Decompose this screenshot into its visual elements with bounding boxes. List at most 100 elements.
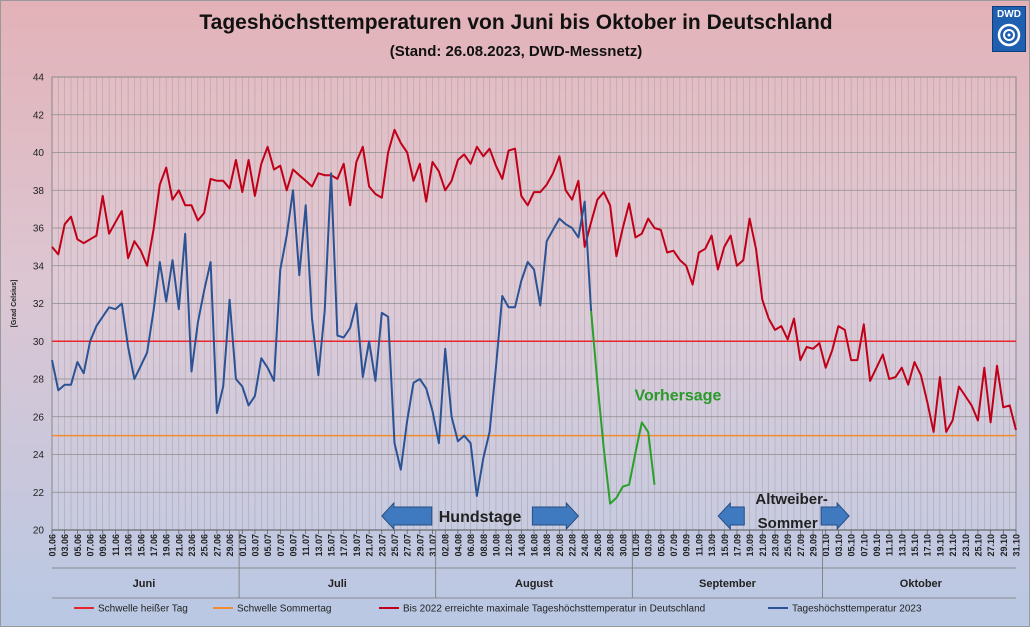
x-tick-label: 20.08 [555,534,565,557]
right-arrow-icon [531,501,580,531]
x-tick-label: 07.09 [669,534,679,557]
x-tick-label: 06.08 [466,534,476,557]
series-line-1 [51,172,593,497]
x-tick-label: 23.07 [377,534,387,557]
x-tick-label: 25.10 [973,534,983,557]
series-line-2 [590,310,656,505]
x-tick-label: 01.07 [238,534,248,557]
x-tick-label: 17.09 [732,534,742,557]
altweiber-label-line2: Sommer [758,515,818,532]
y-tick-label: 40 [33,148,45,159]
x-tick-label: 07.07 [276,534,286,557]
x-tick-label: 31.07 [428,534,438,557]
month-label: September [699,578,757,590]
y-tick-label: 24 [33,450,45,461]
x-tick-label: 11.10 [885,534,895,556]
y-tick-label: 34 [33,261,45,272]
x-tick-label: 05.07 [263,534,273,557]
x-tick-label: 21.10 [948,534,958,557]
x-tick-label: 23.10 [961,534,971,557]
x-tick-label: 13.06 [124,534,134,557]
x-tick-label: 25.09 [783,534,793,557]
x-tick-label: 09.10 [872,534,882,557]
x-tick-label: 13.07 [314,534,324,557]
x-tick-label: 10.08 [491,534,501,557]
y-tick-label: 42 [33,110,45,121]
legend-item: Tageshöchsttemperatur 2023 [792,604,922,615]
x-tick-label: 24.08 [580,534,590,557]
y-axis-label: [Grad Celsius] [11,280,18,328]
y-tick-label: 38 [33,186,45,197]
x-tick-label: 07.10 [859,534,869,557]
x-tick-label: 29.06 [225,534,235,557]
swirl-icon [997,23,1021,47]
x-tick-label: 08.08 [479,534,489,557]
legend-item: Schwelle heißer Tag [98,604,188,615]
x-tick-label: 17.07 [339,534,349,557]
x-tick-label: 09.09 [682,534,692,557]
x-tick-label: 01.10 [821,534,831,557]
chart-subtitle: (Stand: 26.08.2023, DWD-Messnetz) [389,43,643,60]
month-label: Oktober [900,578,943,590]
x-tick-label: 03.07 [250,534,260,557]
x-tick-label: 05.10 [847,534,857,557]
x-tick-label: 17.06 [149,534,159,557]
x-tick-label: 27.10 [986,534,996,557]
x-tick-label: 16.08 [530,534,540,557]
x-tick-label: 11.07 [301,534,311,556]
legend-item: Bis 2022 erreichte maximale Tageshöchstt… [403,604,705,615]
x-tick-label: 13.10 [897,534,907,557]
chart-title: Tageshöchsttemperaturen von Juni bis Okt… [199,11,833,34]
x-tick-label: 29.09 [809,534,819,557]
month-label: Juni [133,578,156,590]
x-tick-label: 15.06 [136,534,146,557]
legend-item: Schwelle Sommertag [237,604,331,615]
right-arrow-icon [820,501,850,531]
x-tick-label: 21.06 [174,534,184,557]
series-line-0 [51,128,1017,433]
y-tick-label: 20 [33,526,45,537]
x-tick-label: 04.08 [453,534,463,557]
y-tick-label: 36 [33,224,45,235]
x-tick-label: 03.09 [644,534,654,557]
x-tick-label: 27.07 [403,534,413,557]
month-label: Juli [328,578,347,590]
y-tick-label: 26 [33,412,45,423]
forecast-label: Vorhersage [635,388,722,405]
x-tick-label: 28.08 [606,534,616,557]
x-tick-label: 15.10 [910,534,920,557]
x-tick-label: 27.09 [796,534,806,557]
x-tick-label: 29.07 [415,534,425,557]
x-tick-label: 11.09 [694,534,704,556]
x-tick-label: 12.08 [504,534,514,557]
x-tick-label: 21.09 [758,534,768,557]
x-tick-label: 27.06 [212,534,222,557]
x-tick-label: 02.08 [441,534,451,557]
altweiber-label-line1: Altweiber- [755,491,828,508]
x-tick-label: 11.06 [111,534,121,556]
x-tick-label: 23.06 [187,534,197,557]
x-tick-label: 25.07 [390,534,400,557]
y-tick-label: 30 [33,337,45,348]
x-tick-label: 31.10 [1012,534,1022,557]
x-tick-label: 03.10 [834,534,844,557]
x-tick-label: 29.10 [999,534,1009,557]
y-tick-label: 28 [33,375,45,386]
x-tick-label: 01.06 [48,534,58,557]
x-tick-label: 19.10 [935,534,945,557]
dwd-logo: DWD [992,6,1026,52]
y-tick-label: 22 [33,488,45,499]
x-tick-label: 30.08 [618,534,628,557]
x-tick-label: 25.06 [200,534,210,557]
hundstage-label: Hundstage [439,509,522,526]
x-tick-label: 15.09 [720,534,730,557]
x-tick-label: 05.06 [73,534,83,557]
x-tick-label: 01.09 [631,534,641,557]
x-tick-label: 05.09 [656,534,666,557]
x-tick-label: 18.08 [542,534,552,557]
x-tick-label: 09.07 [289,534,299,557]
x-tick-label: 19.06 [162,534,172,557]
left-arrow-icon [381,501,433,531]
x-tick-label: 14.08 [517,534,527,557]
